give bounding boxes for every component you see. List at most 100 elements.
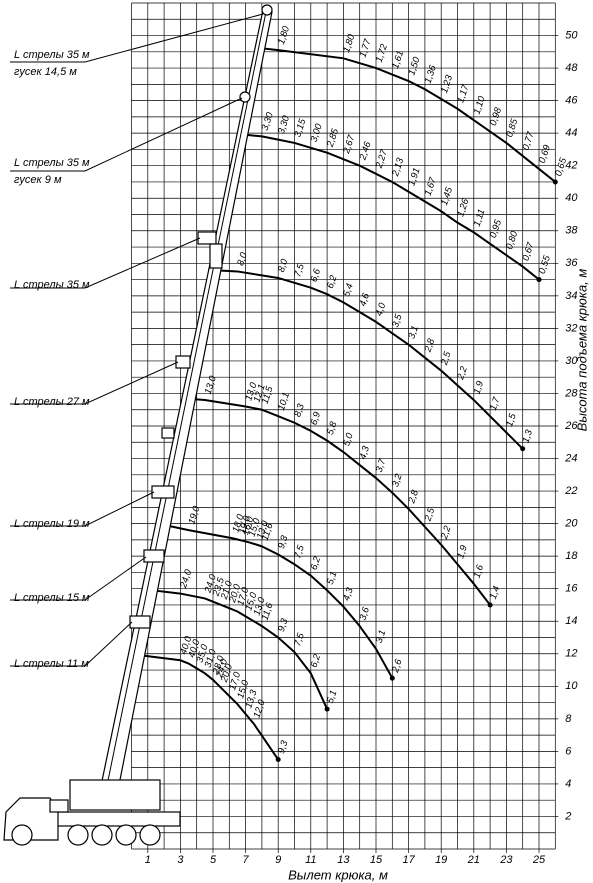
load-label: 7,5 <box>292 262 307 279</box>
load-label: 8,0 <box>276 257 291 274</box>
boom-joint <box>197 231 217 245</box>
load-label: 3,1 <box>406 324 421 340</box>
curve-end <box>389 675 395 681</box>
x-tick-label: 23 <box>499 854 513 866</box>
cab-rear <box>49 799 69 813</box>
load-label: 1,11 <box>472 208 488 228</box>
load-label: 6,6 <box>309 267 324 284</box>
load-label: 4,3 <box>357 444 372 461</box>
load-label: 1,91 <box>406 166 422 187</box>
y-tick-label: 46 <box>565 95 578 107</box>
y-tick-label: 40 <box>565 192 578 204</box>
load-label: 1,9 <box>455 543 470 560</box>
leader <box>10 13 264 63</box>
leader <box>10 491 155 527</box>
load-label: 4,0 <box>374 301 389 318</box>
y-tick-label: 30 <box>565 355 578 367</box>
load-label: 3,7 <box>374 457 389 474</box>
x-tick-label: 9 <box>275 854 281 866</box>
load-label: 9,3 <box>276 739 291 756</box>
x-tick-label: 11 <box>305 854 316 866</box>
load-label: 9,3 <box>276 534 291 551</box>
load-label: 3,1 <box>374 629 389 645</box>
load-label: 2,8 <box>422 337 437 355</box>
load-label: 11,5 <box>260 384 276 405</box>
boom-joint <box>129 615 151 629</box>
wheel <box>67 824 89 846</box>
load-curve <box>183 397 491 606</box>
curve-end <box>536 277 542 283</box>
y-tick-label: 16 <box>565 583 578 595</box>
crane <box>3 4 273 846</box>
load-label: 4,3 <box>341 586 356 603</box>
leaders <box>10 13 264 667</box>
load-label: 2,5 <box>439 350 454 368</box>
x-tick-label: 25 <box>532 854 546 866</box>
y-tick-label: 8 <box>565 713 572 725</box>
load-label: 8,0 <box>235 251 250 268</box>
load-label: 6,9 <box>309 410 324 427</box>
x-tick-label: 19 <box>435 854 447 866</box>
load-label: 3,5 <box>390 312 405 329</box>
y-tick-label: 36 <box>565 257 578 269</box>
load-label: 3,6 <box>357 605 372 622</box>
grid <box>131 2 559 853</box>
load-label: 8,3 <box>292 402 307 419</box>
y-tick-label: 50 <box>565 29 578 41</box>
load-label: 2,5 <box>422 506 437 524</box>
boom-label: L стрелы 35 м <box>14 49 90 61</box>
y-tick-label: 26 <box>564 420 578 432</box>
load-label: 5,1 <box>325 689 340 705</box>
x-tick-label: 13 <box>337 854 350 866</box>
jib-tip <box>239 91 251 103</box>
load-label: 1,7 <box>488 395 503 412</box>
load-label: 12,1 <box>252 383 268 404</box>
load-label: 6,2 <box>309 652 324 669</box>
turntable <box>69 779 161 811</box>
y-tick-label: 28 <box>564 387 578 399</box>
y-tick-label: 32 <box>565 322 577 334</box>
load-label: 11,6 <box>260 601 276 622</box>
boom-label: L стрелы 35 м <box>14 279 90 291</box>
curve-end <box>324 706 330 712</box>
load-label: 1,3 <box>520 428 535 445</box>
y-tick-label: 12 <box>565 648 577 660</box>
load-label: 11,6 <box>260 521 276 542</box>
boom-chord <box>103 11 267 801</box>
load-curve <box>245 133 540 281</box>
leader <box>10 237 201 289</box>
y-axis-label: Высота подъема крюка, м <box>574 269 589 432</box>
load-curve <box>263 47 556 183</box>
y-tick-label: 14 <box>565 615 577 627</box>
load-label: 2,6 <box>390 657 405 675</box>
wheel <box>11 824 33 846</box>
boom-label: L стрелы 11 м <box>14 658 89 670</box>
x-tick-label: 1 <box>145 854 151 866</box>
load-curve <box>141 654 280 761</box>
load-label: 1,61 <box>390 49 406 70</box>
load-label: 2,2 <box>439 524 454 542</box>
y-tick-label: 10 <box>565 680 578 692</box>
load-label: 5,0 <box>341 431 356 448</box>
curve-end <box>520 446 526 452</box>
load-curve <box>208 268 524 450</box>
y-tick-label: 6 <box>565 745 572 757</box>
jib-tip <box>261 4 273 16</box>
boom-label: L стрелы 35 м <box>14 157 90 169</box>
load-label: 2,2 <box>455 364 470 382</box>
y-tick-label: 48 <box>565 62 578 74</box>
load-label: 10,1 <box>276 391 292 412</box>
boom-label: L стрелы 15 м <box>14 592 90 604</box>
load-label: 5,8 <box>325 420 340 437</box>
load-curve <box>165 524 394 679</box>
load-label: 6,2 <box>325 273 340 290</box>
jib-label: гусек 9 м <box>14 174 62 186</box>
leader <box>10 361 179 405</box>
load-label: 5,1 <box>325 570 340 586</box>
load-label: 1,5 <box>504 412 519 429</box>
x-axis-label: Вылет крюка, м <box>288 867 388 882</box>
y-tick-label: 4 <box>565 778 571 790</box>
y-tick-label: 24 <box>564 452 577 464</box>
curves: 1,80 1,80 1,77 1,72 1,61 1,50 1,36 1,23 1,171,10… <box>141 24 569 763</box>
